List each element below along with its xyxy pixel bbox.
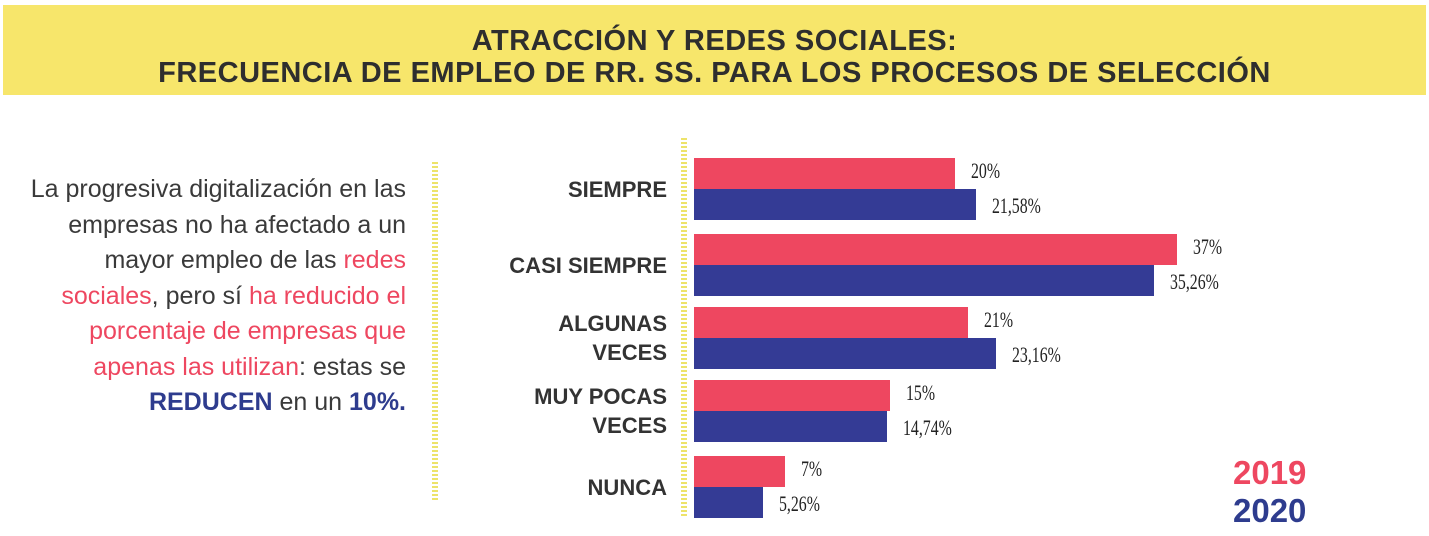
data-label-2019: 37% — [1193, 234, 1223, 259]
bar-2019 — [694, 380, 890, 411]
category-label: ALGUNAS VECES — [558, 309, 667, 367]
bar-2019 — [694, 158, 956, 189]
category-label: SIEMPRE — [568, 175, 667, 204]
data-label-2019: 20% — [971, 158, 1001, 183]
header-banner: ATRACCIÓN Y REDES SOCIALES: FRECUENCIA D… — [3, 5, 1426, 95]
data-label-2020: 21,58% — [991, 193, 1041, 218]
intro-highlight-reducido: ha reducido el porcentaje de empresas qu… — [89, 281, 406, 381]
intro-text-part: La progresiva digitalización en las empr… — [30, 175, 406, 274]
category-label: CASI SIEMPRE — [509, 251, 667, 280]
category-label-line: MUY POCAS — [534, 384, 667, 409]
category-label-line: VECES — [592, 413, 667, 438]
bar-2020 — [694, 189, 976, 220]
category-label-line: CASI SIEMPRE — [509, 252, 667, 278]
dotted-divider — [432, 162, 438, 500]
chart-axis-dotted — [681, 138, 687, 518]
data-label-2020: 5,26% — [778, 491, 820, 516]
chart-title-line2: FRECUENCIA DE EMPLEO DE RR. SS. PARA LOS… — [158, 57, 1271, 89]
category-label: MUY POCAS VECES — [534, 382, 667, 440]
category-label-line: NUNCA — [587, 474, 667, 500]
category-label-line: VECES — [592, 340, 667, 365]
data-label-2019: 15% — [905, 380, 935, 405]
data-label-2019: 7% — [801, 456, 823, 481]
category-label-line: SIEMPRE — [567, 176, 667, 202]
bar-2019 — [694, 307, 969, 338]
data-label-2020: 14,74% — [902, 415, 952, 440]
bar-2020 — [694, 411, 887, 442]
intro-highlight-redes: redes sociales — [61, 246, 406, 310]
legend-2020: 2020 — [1233, 492, 1307, 529]
bar-2019 — [694, 234, 1178, 265]
intro-text-part: , pero sí — [151, 281, 249, 310]
legend-2019: 2019 — [1233, 454, 1307, 491]
intro-highlight-percent: 10%. — [349, 388, 406, 416]
intro-highlight-reducen: REDUCEN — [148, 388, 273, 416]
bar-2019 — [694, 456, 786, 487]
intro-text-part: en un — [272, 388, 350, 416]
bar-2020 — [694, 487, 763, 518]
bar-2020 — [694, 265, 1155, 296]
data-label-2020: 23,16% — [1012, 342, 1062, 367]
intro-text: La progresiva digitalización en las empr… — [20, 172, 406, 421]
category-label: NUNCA — [588, 473, 667, 502]
category-label-line: ALGUNAS — [558, 311, 667, 336]
bar-2020 — [694, 338, 997, 369]
chart-title-line1: ATRACCIÓN Y REDES SOCIALES: — [471, 25, 958, 57]
data-label-2020: 35,26% — [1170, 269, 1220, 294]
data-label-2019: 21% — [984, 307, 1014, 332]
intro-text-part: : estas se — [299, 352, 406, 381]
